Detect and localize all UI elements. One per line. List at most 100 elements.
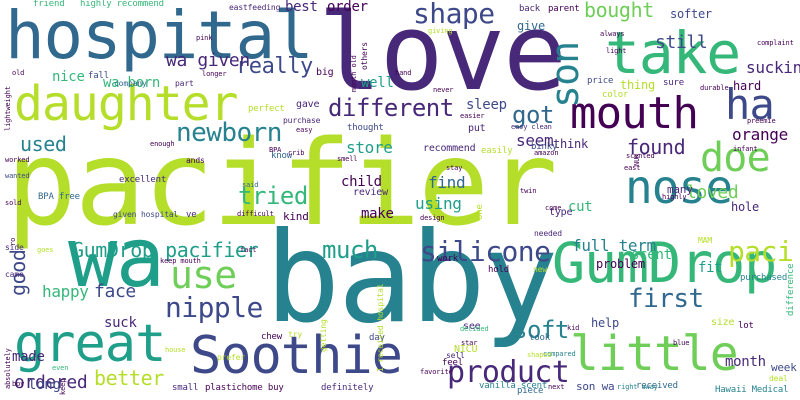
word-cloud-word: shape [413, 0, 495, 30]
word-cloud-word: wa born [103, 75, 161, 91]
word-cloud-word: side [5, 243, 24, 252]
word-cloud-word: shaped [527, 351, 552, 359]
word-cloud-word: really [236, 54, 313, 79]
word-cloud-word: preemie [747, 117, 776, 125]
word-cloud-word: favorite [420, 368, 453, 376]
word-cloud-word: sold [5, 199, 22, 207]
word-cloud-word: scent [631, 247, 672, 263]
word-cloud-word: make [361, 206, 394, 222]
word-cloud-word: GumDrop pacifier [72, 238, 259, 262]
word-cloud-word: problem [596, 257, 645, 271]
word-cloud-word: scented [626, 152, 655, 160]
word-cloud-word: best [285, 0, 318, 15]
word-cloud-word: vanilla scent [479, 381, 548, 391]
word-cloud-word: know [271, 151, 292, 161]
word-cloud-word: ro [9, 237, 17, 246]
word-cloud-word: parent [548, 4, 580, 14]
word-cloud-word: NICU [454, 344, 478, 355]
word-cloud-word: BPA free [38, 192, 80, 202]
word-cloud-word: small [172, 383, 199, 393]
word-cloud-word: never [433, 86, 454, 94]
word-cloud-word: long [28, 377, 61, 393]
word-cloud-word: face [94, 281, 136, 302]
word-cloud-word: easily [481, 146, 513, 156]
word-cloud-word: kind [283, 210, 309, 223]
word-cloud-word: crib [288, 149, 305, 157]
word-cloud-word: keep mouth [160, 257, 201, 265]
word-cloud-word: highly [662, 193, 687, 201]
word-cloud-word: many [667, 183, 693, 196]
word-cloud-word: came [5, 270, 24, 279]
word-cloud-word: keep [59, 378, 67, 395]
word-cloud-word: give [517, 19, 545, 33]
word-cloud-word: GumDrop [552, 231, 777, 295]
word-cloud-word: pacifier [6, 114, 558, 252]
word-cloud-word: Soothie [190, 326, 403, 386]
word-cloud-word: cut [568, 199, 593, 215]
word-cloud-word: worked [5, 156, 30, 164]
word-cloud-word: well [361, 75, 394, 91]
word-cloud-word: fall [88, 71, 109, 81]
word-cloud-word: put [468, 123, 486, 134]
word-cloud-word: others [360, 42, 369, 70]
word-cloud-word: enough [150, 140, 175, 148]
word-cloud-word: lot [738, 321, 754, 331]
word-cloud-word: friend [33, 0, 65, 9]
word-cloud-word: always [600, 30, 625, 38]
word-cloud-word: blue [673, 339, 690, 347]
word-cloud-word: getting [319, 319, 328, 352]
word-cloud-word: softer [670, 7, 712, 21]
word-cloud-word: still [655, 32, 708, 53]
word-cloud-word: found [627, 135, 686, 159]
word-cloud-word: son [543, 41, 587, 108]
word-cloud-word: happy [42, 282, 89, 301]
word-cloud-word: suck [104, 315, 137, 331]
word-cloud-word: orange [732, 125, 788, 144]
word-cloud-word: week [771, 361, 797, 374]
word-cloud-word: review [353, 187, 388, 198]
word-cloud-word: given hospital [113, 210, 179, 219]
word-cloud-word: MAM [698, 236, 712, 245]
word-cloud-word: giving [428, 27, 453, 35]
word-cloud-word: find [428, 173, 466, 192]
word-cloud-word: wa [68, 211, 165, 306]
word-cloud-word: order [327, 0, 368, 15]
word-cloud-word: back [519, 4, 540, 14]
word-cloud-word: absolutely [4, 348, 12, 389]
word-cloud-word: ordered [14, 372, 88, 393]
word-cloud-word: received [636, 381, 678, 391]
word-cloud-word: seem [516, 131, 554, 150]
word-cloud-word: needed [534, 229, 562, 238]
word-cloud-word: star [461, 339, 478, 347]
word-cloud-word: product [447, 355, 570, 390]
word-cloud-word: prefer [217, 353, 245, 362]
word-cloud-word: complaint [757, 39, 794, 47]
word-cloud-word: amazon [534, 149, 559, 157]
word-cloud-word: mouth [570, 88, 699, 139]
word-cloud-word: different [328, 94, 454, 122]
word-cloud-word: fit [698, 260, 723, 276]
word-cloud-word: use [170, 253, 237, 297]
word-cloud-word: gave [296, 99, 320, 110]
word-cloud-word: purchased [740, 273, 788, 283]
word-cloud-word: next [548, 383, 565, 391]
word-cloud-word: day [369, 333, 385, 343]
word-cloud-word: deal [769, 374, 788, 383]
word-cloud-word: perfect [248, 104, 285, 114]
word-cloud-word: think [553, 137, 588, 151]
word-cloud-word: fact [240, 246, 257, 254]
word-cloud-word: daughter [14, 76, 238, 132]
word-cloud-word: sell [446, 351, 465, 360]
word-cloud-word: store [346, 138, 393, 157]
word-cloud-word: hospital [5, 0, 314, 74]
word-cloud-word: company [114, 79, 147, 88]
word-cloud-word: twin [520, 187, 537, 195]
word-cloud-word: tried [238, 182, 308, 210]
word-cloud-word: hand [395, 69, 412, 77]
word-cloud-word: nipple [165, 291, 263, 324]
word-cloud-word: month old [350, 55, 358, 92]
word-cloud-word: full term [572, 236, 656, 255]
word-cloud-word: ve [186, 210, 197, 220]
word-cloud-word: excellent [119, 175, 167, 185]
word-cloud-word: difficult [237, 210, 274, 218]
